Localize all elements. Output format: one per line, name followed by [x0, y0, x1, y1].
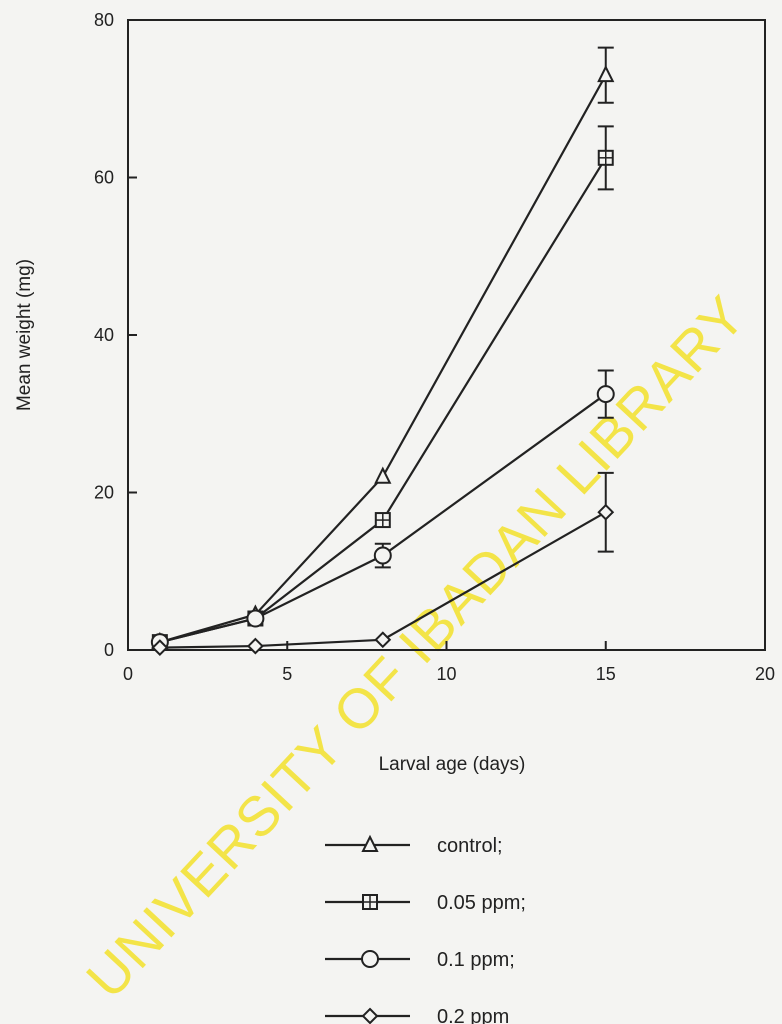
x-tick-label: 10 [436, 664, 456, 684]
data-point [597, 64, 615, 83]
series-square [151, 125, 614, 651]
x-tick-label: 0 [123, 664, 133, 684]
legend: control; 0.05 ppm; 0.1 ppm; 0.2 ppm [325, 834, 526, 1024]
legend-item: 0.2 ppm [325, 1006, 509, 1024]
data-point [246, 637, 264, 655]
y-tick-label: 0 [104, 640, 114, 660]
legend-item: control; [325, 834, 503, 857]
y-tick-label: 20 [94, 483, 114, 503]
series-line [159, 74, 607, 644]
data-point [596, 385, 615, 404]
y-tick-label: 40 [94, 325, 114, 345]
data-point [597, 149, 614, 166]
legend-marker [361, 834, 379, 852]
legend-label: control; [437, 835, 503, 857]
series-group [150, 46, 615, 657]
x-tick-label: 20 [755, 664, 775, 684]
legend-marker [361, 1007, 379, 1024]
data-point [246, 609, 265, 628]
data-point [374, 466, 392, 484]
series-diamond [151, 471, 615, 657]
legend-label: 0.05 ppm; [437, 892, 526, 914]
x-tick-label: 15 [596, 664, 616, 684]
data-point [151, 639, 169, 657]
axis-ticks: 0 5 10 15 20 0 20 40 60 80 [94, 10, 775, 684]
y-tick-label: 60 [94, 168, 114, 188]
legend-marker [362, 894, 378, 910]
legend-item: 0.1 ppm; [325, 949, 515, 971]
legend-item: 0.05 ppm; [325, 892, 526, 914]
legend-label: 0.1 ppm; [437, 949, 515, 971]
plot-area: 0 5 10 15 20 0 20 40 60 80 [94, 10, 775, 684]
legend-label: 0.2 ppm [437, 1006, 509, 1024]
y-axis-title: Mean weight (mg) [14, 259, 35, 411]
data-point [373, 546, 392, 565]
series-line [159, 157, 607, 644]
series-line [159, 511, 607, 649]
data-point [597, 503, 615, 521]
series-line [159, 393, 607, 644]
data-point [374, 512, 391, 529]
data-point [374, 631, 392, 649]
y-tick-label: 80 [94, 10, 114, 30]
x-axis-title: Larval age (days) [379, 754, 526, 775]
x-tick-label: 5 [282, 664, 292, 684]
legend-marker [361, 950, 379, 968]
